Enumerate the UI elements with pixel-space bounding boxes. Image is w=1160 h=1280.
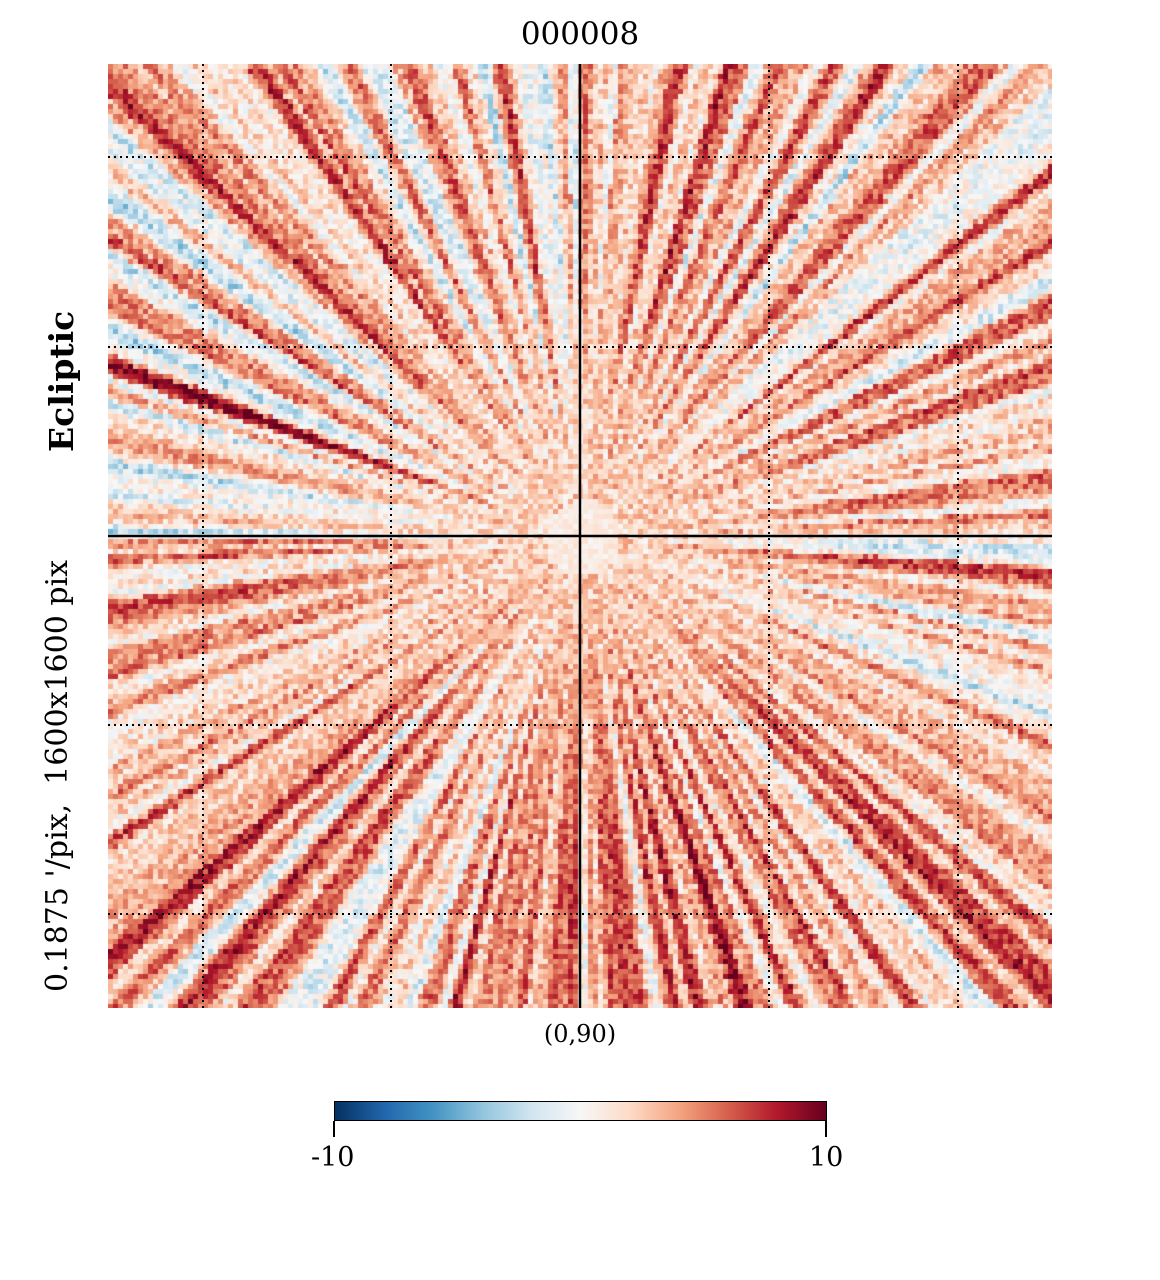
colorbar-tick-min	[333, 1121, 335, 1137]
graticule	[108, 64, 1052, 1008]
colorbar-tick-max	[825, 1121, 827, 1137]
colorbar-tick-label-min: -10	[311, 1142, 355, 1173]
colorbar-tick-label-max: 10	[809, 1142, 844, 1173]
resolution-label: 0.1875 '/pix, 1600x1600 pix	[40, 559, 75, 992]
coordinate-system-label: Ecliptic	[42, 310, 81, 452]
chart-title: 000008	[520, 16, 640, 52]
colorbar	[334, 1101, 827, 1121]
center-coordinate-label: (0,90)	[543, 1020, 617, 1048]
